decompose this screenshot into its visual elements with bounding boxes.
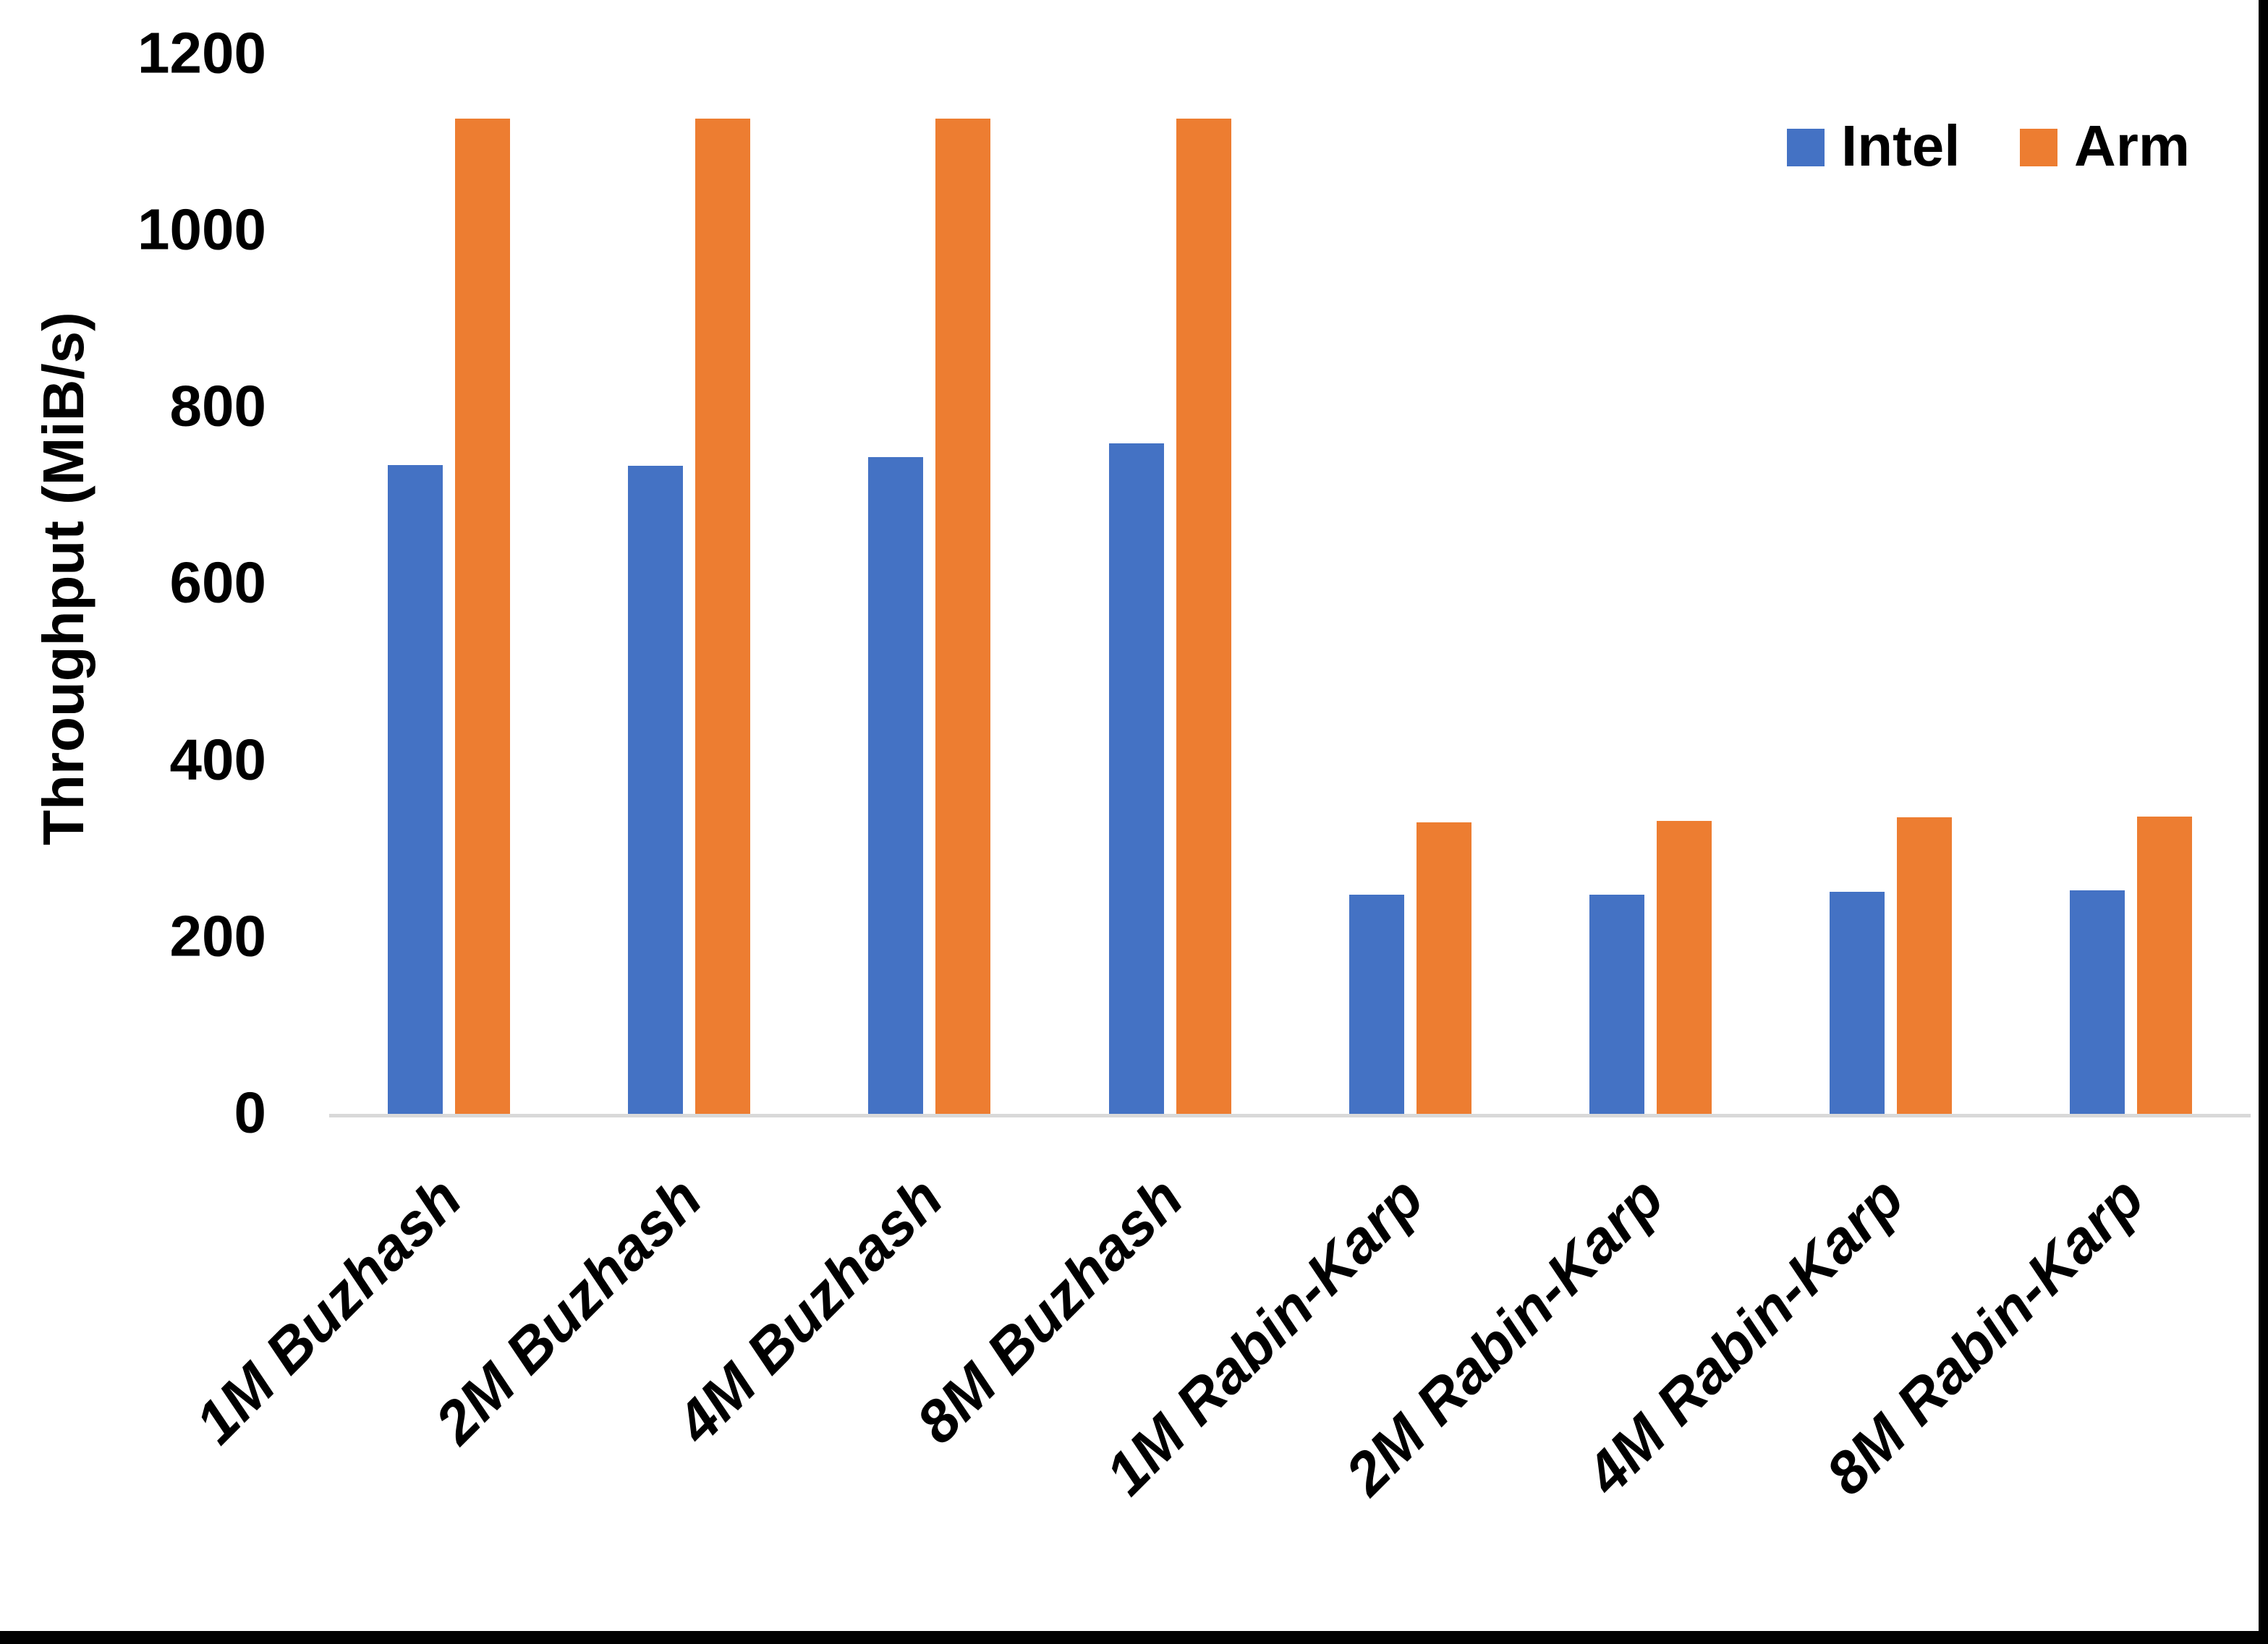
y-tick-label-1200: 1200 xyxy=(137,20,266,85)
y-tick-label-400: 400 xyxy=(169,726,266,791)
y-tick-label-600: 600 xyxy=(169,550,266,615)
bar-arm-4m-buzhash xyxy=(935,119,990,1115)
frame-right-edge xyxy=(2259,0,2268,1644)
y-tick-label-800: 800 xyxy=(169,373,266,438)
frame-bottom-edge xyxy=(0,1631,2268,1644)
bar-arm-4m-rabin-karp xyxy=(1897,817,1952,1115)
bar-arm-8m-rabin-karp xyxy=(2137,817,2192,1115)
legend-swatch-arm xyxy=(2020,129,2057,166)
legend-label-intel: Intel xyxy=(1841,114,1961,179)
bar-intel-2m-rabin-karp xyxy=(1589,895,1644,1115)
bar-arm-1m-rabin-karp xyxy=(1417,822,1471,1115)
y-tick-label-1000: 1000 xyxy=(137,197,266,262)
bar-intel-4m-buzhash xyxy=(868,457,923,1115)
bar-arm-2m-rabin-karp xyxy=(1657,821,1712,1115)
bar-arm-2m-buzhash xyxy=(695,119,750,1115)
bar-intel-1m-buzhash xyxy=(388,465,443,1115)
bar-intel-1m-rabin-karp xyxy=(1349,895,1404,1115)
legend-swatch-intel xyxy=(1787,129,1825,166)
y-tick-label-200: 200 xyxy=(169,903,266,968)
bar-intel-4m-rabin-karp xyxy=(1830,892,1885,1115)
legend-label-arm: Arm xyxy=(2074,114,2191,179)
y-tick-label-0: 0 xyxy=(234,1080,267,1145)
bar-intel-8m-rabin-karp xyxy=(2070,890,2125,1115)
bar-intel-2m-buzhash xyxy=(628,466,683,1115)
x-axis-line xyxy=(329,1114,2251,1117)
bar-arm-8m-buzhash xyxy=(1176,119,1231,1115)
bar-arm-1m-buzhash xyxy=(455,119,510,1115)
bar-intel-8m-buzhash xyxy=(1109,443,1164,1115)
